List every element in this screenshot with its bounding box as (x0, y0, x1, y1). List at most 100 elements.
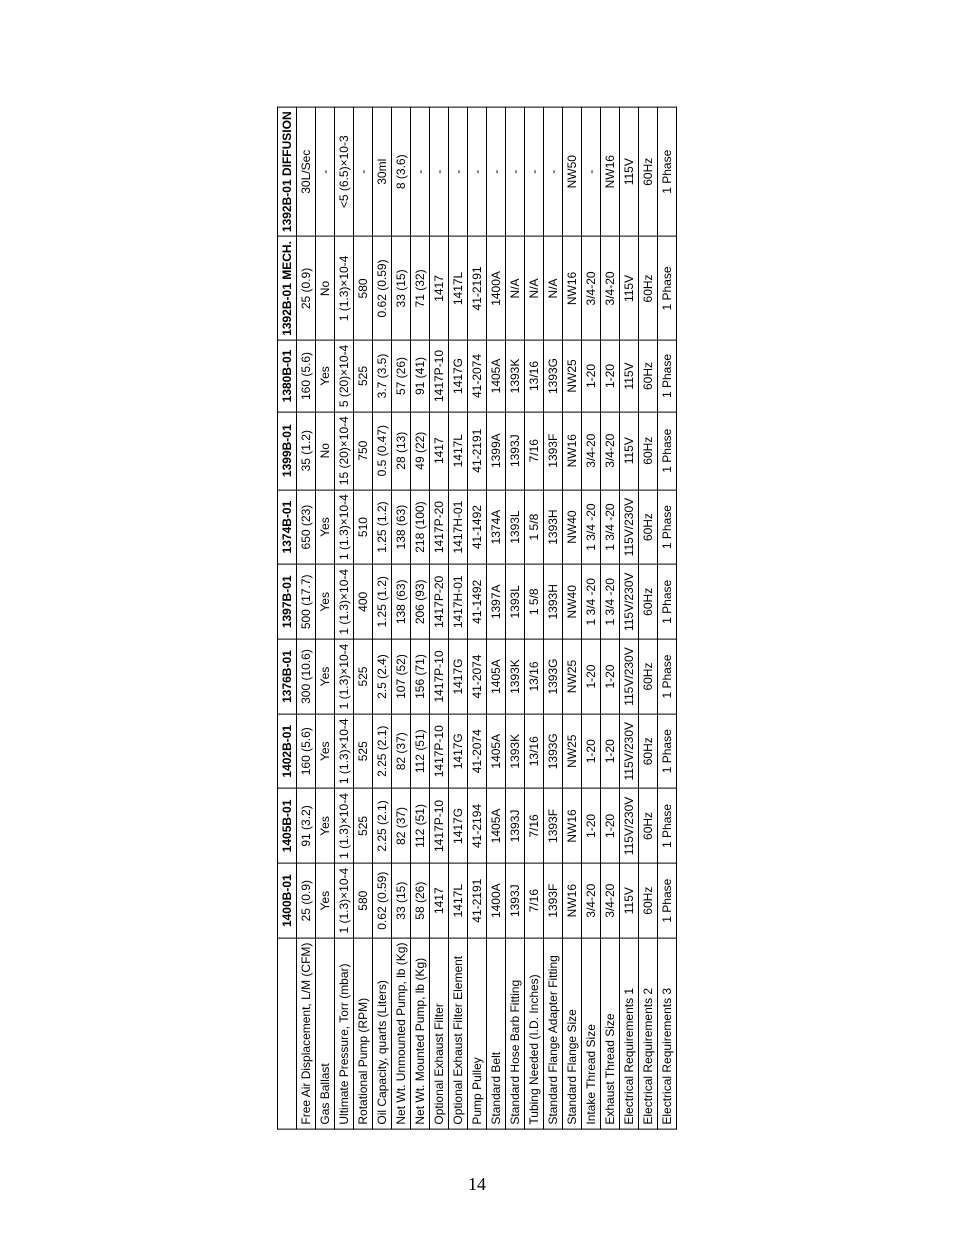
cell: 1-20 (601, 639, 620, 714)
cell: 3/4-20 (582, 411, 601, 489)
cell: NW25 (563, 713, 582, 788)
cell: 13/16 (525, 340, 544, 411)
row-label: Pump Pulley (468, 938, 487, 1129)
cell: 60Hz (639, 489, 658, 564)
cell: 1 3/4 -20 (582, 564, 601, 639)
table-row: Net Wt. Unmounted Pump, lb (Kg)33 (15)82… (392, 106, 411, 1128)
cell: 112 (51) (411, 713, 430, 788)
cell: 57 (26) (392, 340, 411, 411)
cell: 60Hz (639, 106, 658, 236)
cell: NW16 (563, 863, 582, 938)
cell: - (582, 106, 601, 236)
cell: 1 5/8 (525, 564, 544, 639)
cell: 49 (22) (411, 411, 430, 489)
row-label: Net Wt. Mounted Pump, lb (Kg) (411, 938, 430, 1129)
cell: 1393G (544, 340, 563, 411)
cell: 115V/230V (620, 489, 639, 564)
cell: 1417P-10 (430, 788, 449, 863)
cell: 1393J (506, 411, 525, 489)
cell: 115V/230V (620, 564, 639, 639)
cell: 1 (1.3)×10-4 (335, 788, 354, 863)
cell: 206 (93) (411, 564, 430, 639)
cell: 60Hz (639, 411, 658, 489)
cell: 1374A (487, 489, 506, 564)
cell: 41-2194 (468, 788, 487, 863)
cell: NW40 (563, 564, 582, 639)
cell: 1393F (544, 411, 563, 489)
col-header: 1392B-01 DIFFUSION (278, 106, 297, 236)
cell: - (449, 106, 468, 236)
cell: - (468, 106, 487, 236)
cell: 3/4-20 (601, 236, 620, 340)
cell: 1417L (449, 236, 468, 340)
cell: 1 5/8 (525, 489, 544, 564)
col-header: 1392B-01 MECH. (278, 236, 297, 340)
cell: 1405A (487, 788, 506, 863)
cell: 138 (63) (392, 564, 411, 639)
cell: 1393K (506, 340, 525, 411)
cell: - (430, 106, 449, 236)
row-label: Oil Capacity, quarts (Liters) (373, 938, 392, 1129)
table-row: Tubing Needed (I.D. Inches)7/167/1613/16… (525, 106, 544, 1128)
row-label: Standard Belt (487, 938, 506, 1129)
cell: N/A (544, 236, 563, 340)
cell: 60Hz (639, 863, 658, 938)
cell: Yes (316, 788, 335, 863)
cell: 1-20 (582, 639, 601, 714)
row-label: Optional Exhaust Filter (430, 938, 449, 1129)
cell: 1 (1.3)×10-4 (335, 639, 354, 714)
cell: 1 Phase (658, 713, 677, 788)
cell: 138 (63) (392, 489, 411, 564)
table-row: Optional Exhaust Filter14171417P-101417P… (430, 106, 449, 1128)
cell: NW25 (563, 639, 582, 714)
cell: 3/4-20 (582, 863, 601, 938)
col-header: 1397B-01 (278, 564, 297, 639)
cell: 33 (15) (392, 236, 411, 340)
cell: 1393L (506, 489, 525, 564)
cell: 1 (1.3)×10-4 (335, 564, 354, 639)
row-label: Gas Ballast (316, 938, 335, 1129)
col-header: 1376B-01 (278, 639, 297, 714)
cell: No (316, 236, 335, 340)
table-row: Ultimate Pressure, Torr (mbar)1 (1.3)×10… (335, 106, 354, 1128)
cell: NW16 (563, 788, 582, 863)
cell: 1417G (449, 713, 468, 788)
cell: 2.25 (2.1) (373, 713, 392, 788)
cell: NW16 (563, 236, 582, 340)
cell: 5 (20)×10-4 (335, 340, 354, 411)
cell: NW25 (563, 340, 582, 411)
cell: 41-2191 (468, 236, 487, 340)
cell: Yes (316, 489, 335, 564)
cell: 300 (10.6) (297, 639, 316, 714)
cell: 1 (1.3)×10-4 (335, 863, 354, 938)
cell: N/A (525, 236, 544, 340)
row-label: Electrical Requirements 1 (620, 938, 639, 1129)
row-label: Electrical Requirements 2 (639, 938, 658, 1129)
table-row: Standard Belt1400A1405A1405A1405A1397A13… (487, 106, 506, 1128)
cell: 1417P-20 (430, 564, 449, 639)
table-row: Electrical Requirements 31 Phase1 Phase1… (658, 106, 677, 1128)
table-row: Standard Hose Barb Fitting1393J1393J1393… (506, 106, 525, 1128)
cell: 1-20 (582, 340, 601, 411)
cell: 25 (0.9) (297, 863, 316, 938)
cell: 115V/230V (620, 788, 639, 863)
cell: 1393J (506, 788, 525, 863)
col-header: 1380B-01 (278, 340, 297, 411)
cell: 25 (0.9) (297, 236, 316, 340)
cell: 525 (354, 340, 373, 411)
cell: No (316, 411, 335, 489)
cell: <5 (6.5)×10-3 (335, 106, 354, 236)
cell: 115V (620, 340, 639, 411)
cell: 1417P-20 (430, 489, 449, 564)
cell: 60Hz (639, 788, 658, 863)
cell: 510 (354, 489, 373, 564)
cell: 1417P-10 (430, 639, 449, 714)
cell: 91 (3.2) (297, 788, 316, 863)
cell: 30ml (373, 106, 392, 236)
cell: 1417G (449, 340, 468, 411)
cell: N/A (506, 236, 525, 340)
cell: 91 (41) (411, 340, 430, 411)
cell: 107 (52) (392, 639, 411, 714)
cell: - (525, 106, 544, 236)
cell: - (487, 106, 506, 236)
